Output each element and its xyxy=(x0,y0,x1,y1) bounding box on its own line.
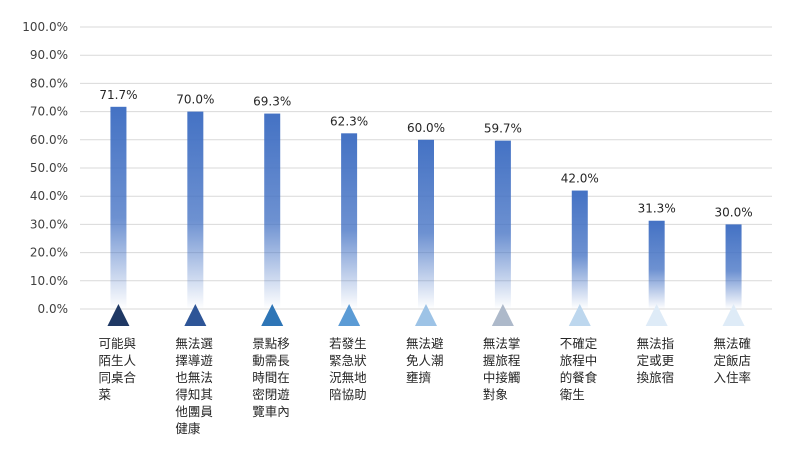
category-label: 無法確定飯店入住率 xyxy=(714,336,752,385)
data-label: 30.0% xyxy=(714,205,752,219)
data-label: 60.0% xyxy=(407,121,445,135)
y-tick-label: 40.0% xyxy=(30,189,68,203)
bar xyxy=(571,190,588,309)
data-label: 62.3% xyxy=(330,114,368,128)
bars xyxy=(110,106,742,309)
category-marker xyxy=(415,304,437,326)
category-marker xyxy=(261,304,284,326)
category-marker xyxy=(568,304,591,326)
y-tick-label: 70.0% xyxy=(30,105,68,119)
category-label: 無法掌握旅程中接觸對象 xyxy=(483,336,521,402)
data-label: 31.3% xyxy=(638,202,676,216)
category-marker xyxy=(184,304,207,326)
category-label: 不確定旅程中的餐食衛生 xyxy=(560,336,598,402)
y-tick-label: 80.0% xyxy=(30,76,68,90)
category-markers xyxy=(107,304,745,326)
data-label: 69.3% xyxy=(253,95,291,109)
data-label: 70.0% xyxy=(176,93,214,107)
data-label: 42.0% xyxy=(561,172,599,186)
bar xyxy=(187,111,204,309)
bar xyxy=(725,224,742,309)
bar xyxy=(418,139,434,309)
bar xyxy=(110,106,127,309)
y-axis-tick-labels: 0.0% 10.0% 20.0% 30.0% 40.0% 50.0% 60.0% 70.0% 8… xyxy=(22,20,68,316)
y-tick-label: 20.0% xyxy=(30,246,68,260)
category-label: 若發生緊急狀況無地陪協助 xyxy=(329,336,367,402)
bar xyxy=(341,133,358,309)
category-marker xyxy=(338,304,361,326)
y-tick-label: 90.0% xyxy=(30,48,68,62)
y-tick-label: 60.0% xyxy=(30,133,68,147)
bar xyxy=(264,113,281,309)
y-tick-label: 100.0% xyxy=(22,20,68,34)
category-label: 景點移動需長時間在密閉遊覽車內 xyxy=(252,336,290,419)
category-marker xyxy=(645,304,668,326)
y-tick-label: 10.0% xyxy=(30,274,68,288)
category-marker xyxy=(107,304,130,326)
data-label: 59.7% xyxy=(484,122,522,136)
category-marker xyxy=(722,304,745,326)
category-labels: 可能與陌生人同桌合菜 無法選擇導遊也無法得知其他團員健康 景點移動需長時間在密閉遊覽… xyxy=(98,336,751,436)
bar xyxy=(494,140,511,309)
category-marker xyxy=(491,304,514,326)
y-tick-label: 50.0% xyxy=(30,161,68,175)
y-tick-label: 0.0% xyxy=(38,302,69,316)
category-label: 無法避免人潮壅擠 xyxy=(406,336,444,385)
y-tick-label: 30.0% xyxy=(30,217,68,231)
data-labels: 71.7% 70.0% 69.3% 62.3% 60.0% 59.7% 42.0% 31.3%… xyxy=(99,88,752,220)
category-label: 無法選擇導遊也無法得知其他團員健康 xyxy=(175,336,213,436)
bar xyxy=(648,220,665,309)
category-label: 可能與陌生人同桌合菜 xyxy=(98,336,136,402)
data-label: 71.7% xyxy=(99,88,137,102)
category-label: 無法指定或更換旅宿 xyxy=(637,336,675,385)
